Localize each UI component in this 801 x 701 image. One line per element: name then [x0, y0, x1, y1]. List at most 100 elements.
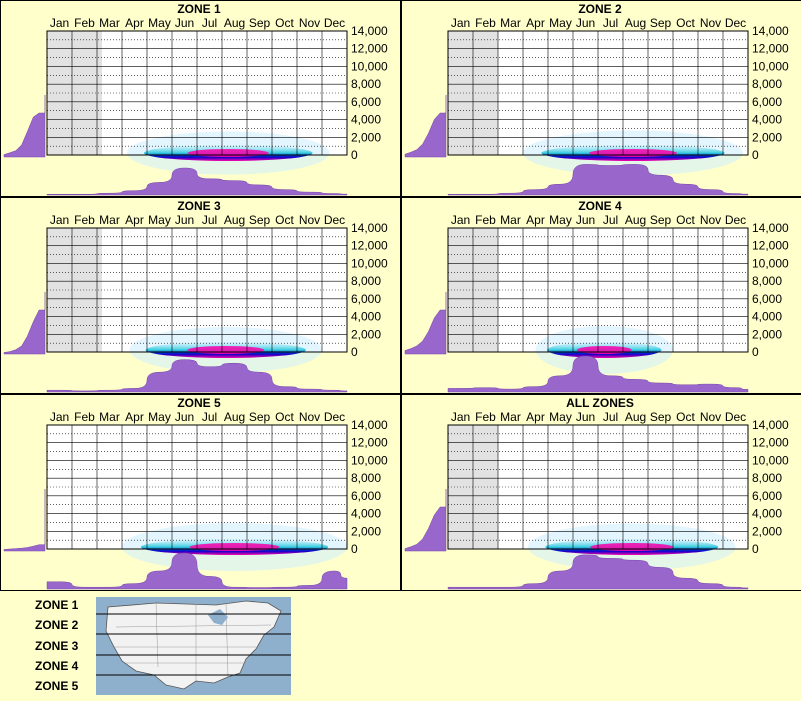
- month-label: Jan: [451, 410, 470, 424]
- y-tick-label: 10,000: [752, 453, 789, 467]
- elevation-profile-area: [404, 95, 447, 158]
- seasonal-profile-area: [447, 554, 749, 590]
- zone-panel-3: ZONE 3 Jan Feb Mar Apr May Jun Jul Aug Sep Oct Nov D…: [0, 197, 401, 394]
- heat-peak: [589, 149, 677, 157]
- month-label: Mar: [99, 213, 120, 227]
- month-label: May: [148, 213, 171, 227]
- heat-peak: [187, 149, 269, 157]
- y-tick-label: 12,000: [351, 436, 388, 450]
- month-label: Jan: [50, 410, 69, 424]
- y-tick-label: 6,000: [752, 489, 782, 503]
- seasonal-profile-area: [447, 164, 749, 196]
- month-label: Nov: [700, 16, 721, 30]
- month-label: Feb: [475, 410, 496, 424]
- y-tick-label: 14,000: [351, 221, 388, 235]
- y-tick-label: 0: [752, 148, 759, 162]
- month-label: Nov: [299, 16, 320, 30]
- month-label: Nov: [700, 410, 721, 424]
- month-label: Jan: [451, 16, 470, 30]
- month-label: Mar: [500, 16, 521, 30]
- month-label: Aug: [224, 213, 245, 227]
- y-tick-label: 2,000: [351, 130, 381, 144]
- y-tick-label: 2,000: [351, 524, 381, 538]
- elevation-profile-area: [3, 489, 46, 552]
- month-label: Apr: [526, 213, 545, 227]
- month-label: Nov: [299, 213, 320, 227]
- month-label: Dec: [324, 213, 345, 227]
- month-label: May: [148, 410, 171, 424]
- y-tick-label: 2,000: [752, 327, 782, 341]
- y-tick-label: 10,000: [351, 453, 388, 467]
- y-tick-label: 4,000: [752, 113, 782, 127]
- y-tick-label: 8,000: [752, 77, 782, 91]
- legend-zone-5: ZONE 5: [35, 679, 79, 693]
- month-label: Sep: [650, 16, 672, 30]
- y-tick-label: 8,000: [351, 471, 381, 485]
- month-label: May: [148, 16, 171, 30]
- month-label: Jul: [202, 16, 217, 30]
- elevation-profile-area: [3, 292, 46, 355]
- month-label: Jun: [576, 16, 595, 30]
- month-label: Oct: [676, 410, 695, 424]
- month-label: Jun: [175, 16, 194, 30]
- month-label: Jun: [576, 213, 595, 227]
- month-label: Mar: [500, 213, 521, 227]
- seasonal-profile-area: [46, 359, 348, 393]
- month-label: Apr: [526, 16, 545, 30]
- month-label: May: [549, 410, 572, 424]
- y-tick-label: 12,000: [752, 42, 789, 56]
- plot-frame: [46, 424, 348, 550]
- y-tick-label: 14,000: [351, 24, 388, 38]
- y-tick-label: 8,000: [752, 274, 782, 288]
- y-tick-label: 14,000: [752, 418, 789, 432]
- chart-title: ZONE 1: [177, 2, 221, 16]
- heat-peak: [187, 346, 265, 354]
- y-tick-label: 12,000: [752, 436, 789, 450]
- y-tick-label: 6,000: [752, 292, 782, 306]
- month-label: Oct: [676, 16, 695, 30]
- chart-title: ALL ZONES: [566, 396, 634, 410]
- y-tick-label: 14,000: [351, 418, 388, 432]
- month-label: May: [549, 16, 572, 30]
- plot-frame: [447, 227, 749, 353]
- month-label: Oct: [275, 410, 294, 424]
- month-label: Feb: [74, 213, 95, 227]
- month-label: Sep: [249, 410, 271, 424]
- y-tick-label: 12,000: [351, 42, 388, 56]
- legend-zone-4: ZONE 4: [35, 659, 79, 673]
- month-label: Jun: [175, 213, 194, 227]
- heat-peak: [576, 346, 632, 354]
- month-label: Oct: [275, 16, 294, 30]
- month-label: Apr: [125, 213, 144, 227]
- y-tick-label: 12,000: [752, 239, 789, 253]
- month-label: Mar: [99, 16, 120, 30]
- month-label: Jun: [576, 410, 595, 424]
- y-tick-label: 10,000: [752, 59, 789, 73]
- zone-legend: ZONE 1 ZONE 2 ZONE 3 ZONE 4 ZONE 5: [0, 591, 801, 701]
- y-tick-label: 14,000: [752, 221, 789, 235]
- month-label: Oct: [676, 213, 695, 227]
- y-tick-label: 10,000: [351, 59, 388, 73]
- month-label: Dec: [725, 213, 746, 227]
- zone-charts-grid: ZONE 1 Jan Feb Mar Apr May Jun Jul Aug Sep Oct Nov D…: [0, 0, 801, 591]
- month-label: Jul: [603, 410, 618, 424]
- y-tick-label: 0: [351, 542, 358, 556]
- month-label: Nov: [700, 213, 721, 227]
- zone-map: [96, 597, 291, 695]
- plot-frame: [46, 30, 348, 156]
- y-tick-label: 4,000: [351, 113, 381, 127]
- month-label: Dec: [725, 410, 746, 424]
- month-label: Jul: [603, 213, 618, 227]
- month-label: Dec: [725, 16, 746, 30]
- seasonal-profile-area: [46, 552, 348, 590]
- y-tick-label: 6,000: [351, 292, 381, 306]
- legend-zone-3: ZONE 3: [35, 639, 79, 653]
- month-label: Apr: [125, 16, 144, 30]
- y-tick-label: 2,000: [752, 130, 782, 144]
- month-label: Aug: [625, 410, 646, 424]
- month-label: Sep: [650, 410, 672, 424]
- plot-frame: [46, 227, 348, 353]
- chart-title: ZONE 3: [177, 199, 221, 213]
- month-label: Jan: [50, 16, 69, 30]
